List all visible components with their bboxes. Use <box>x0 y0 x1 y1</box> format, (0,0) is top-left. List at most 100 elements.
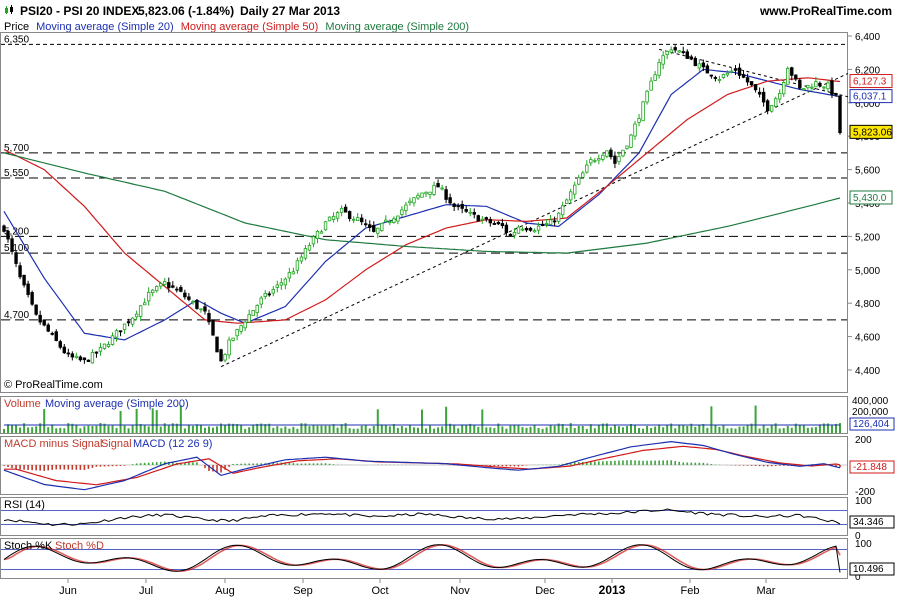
volume-bar <box>433 428 436 433</box>
volume-bar <box>236 424 239 433</box>
volume-bar <box>380 424 383 433</box>
volume-bar <box>63 428 66 433</box>
candle-body <box>685 51 689 59</box>
volume-bar <box>312 425 315 433</box>
candle-body <box>484 217 489 220</box>
volume-bar <box>135 408 138 433</box>
candle-body <box>351 218 356 221</box>
volume-bar <box>525 427 528 433</box>
price-tick-label: 6,200 <box>855 65 880 76</box>
candle-body <box>267 293 271 296</box>
candle-body <box>544 223 549 225</box>
volume-bar <box>224 425 227 433</box>
legend-ma50[interactable]: Moving average (Simple 50) <box>180 21 319 33</box>
rsi-line <box>3 508 841 527</box>
candle-body <box>106 344 111 347</box>
candle-body <box>456 205 460 208</box>
volume-bar <box>766 428 769 433</box>
volume-bar <box>710 406 713 433</box>
volume-bar <box>706 427 709 433</box>
candle-body <box>516 226 521 234</box>
volume-bar <box>296 428 299 433</box>
candle-body <box>585 164 589 173</box>
legend-ma200[interactable]: Moving average (Simple 200) <box>325 21 470 33</box>
volume-bar <box>826 423 829 433</box>
volume-bar <box>726 428 729 433</box>
volume-bar <box>818 424 821 433</box>
volume-bar <box>577 425 580 433</box>
volume-bar <box>830 425 833 433</box>
volume-bar <box>123 425 126 433</box>
candle-body <box>400 209 404 215</box>
volume-panel-frame <box>0 396 848 434</box>
volume-bar <box>47 427 50 433</box>
volume-bar <box>654 426 657 433</box>
candle-body <box>392 218 396 224</box>
volume-bar <box>746 424 749 433</box>
candle-body <box>327 216 332 222</box>
macd-panel: 2000-200-21.848 <box>1 435 895 498</box>
volume-bar <box>107 425 110 433</box>
candle-body <box>761 91 766 103</box>
volume-bar <box>167 425 170 433</box>
volume-bar <box>806 427 809 433</box>
candle-body <box>697 63 702 69</box>
price-tick-label: 5,400 <box>855 199 880 210</box>
volume-title: Volume <box>4 398 41 410</box>
candle-body <box>798 79 802 89</box>
candle-body <box>18 265 22 278</box>
volume-bar <box>95 425 98 433</box>
volume-bar <box>260 423 263 433</box>
volume-bar <box>328 425 331 433</box>
candle-body <box>187 296 191 300</box>
candle-body <box>215 336 219 353</box>
candle-body <box>404 204 408 211</box>
volume-bar <box>794 423 797 433</box>
volume-bar <box>617 426 620 433</box>
candle-body <box>303 248 308 259</box>
volume-bar <box>509 425 512 433</box>
volume-bar <box>15 425 18 433</box>
volume-bar <box>678 425 681 433</box>
rsi-tick-label: 100 <box>855 496 872 507</box>
volume-bar <box>163 423 166 433</box>
value-tag-box <box>849 190 893 205</box>
candle-body <box>737 67 742 76</box>
candle-body <box>46 324 50 332</box>
volume-bar <box>786 425 789 433</box>
candle-body <box>343 206 348 213</box>
candle-body <box>593 159 597 162</box>
volume-bar <box>521 427 524 433</box>
volume-bar <box>802 425 805 433</box>
candle-body <box>468 211 472 214</box>
volume-bar <box>461 424 464 433</box>
volume-bar <box>187 424 190 433</box>
volume-bar <box>674 428 677 433</box>
trendline <box>220 72 849 368</box>
candle-body <box>94 351 99 354</box>
volume-bar <box>288 428 291 433</box>
candle-body <box>364 223 368 226</box>
candle-body <box>822 86 826 89</box>
candle-body <box>617 156 621 163</box>
volume-bar <box>774 423 777 433</box>
value-tag-label: 5,823.06 <box>853 127 892 138</box>
volume-bar <box>232 423 235 433</box>
volume-bar <box>175 423 178 433</box>
candle-body <box>830 80 834 95</box>
time-axis-label: Jun <box>59 585 77 597</box>
volume-bar <box>111 425 114 433</box>
candle-body <box>741 74 746 78</box>
volume-bar <box>585 428 588 433</box>
volume-bar <box>272 427 275 433</box>
candle-body <box>130 317 135 325</box>
volume-bar <box>115 428 118 433</box>
legend-ma20[interactable]: Moving average (Simple 20) <box>36 21 174 33</box>
candle-body <box>794 74 798 80</box>
site-link[interactable]: www.ProRealTime.com <box>759 4 892 18</box>
volume-bar <box>396 427 399 433</box>
candle-body <box>689 56 693 60</box>
candle-body <box>773 98 778 107</box>
volume-bar <box>203 427 206 433</box>
